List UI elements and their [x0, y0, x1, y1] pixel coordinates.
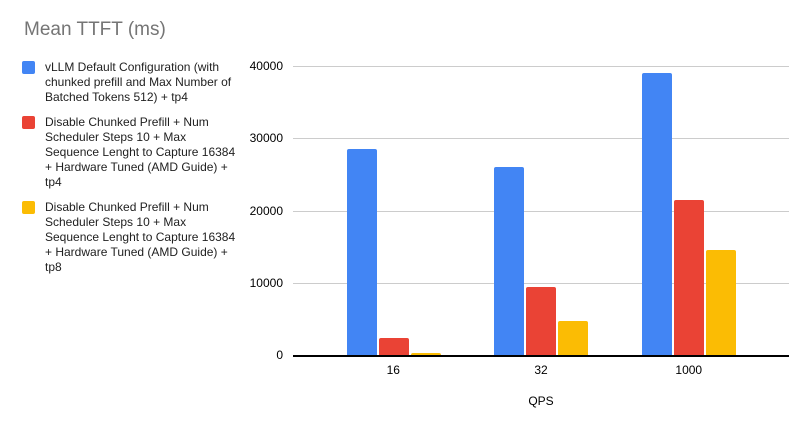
- legend-item-series-1: vLLM Default Configuration (with chunked…: [22, 60, 236, 105]
- legend-swatch-blue-icon: [22, 61, 35, 74]
- x-tick-label-1000: 1000: [675, 363, 703, 377]
- bar-group-32: [494, 66, 588, 355]
- gridline-30000: [293, 138, 789, 140]
- y-tick-label-20000: 20000: [249, 203, 283, 218]
- gridline-10000: [293, 282, 789, 284]
- bar-series-2-qps-1000: [673, 200, 704, 355]
- bar-series-2-qps-16: [378, 338, 409, 355]
- bar-series-1-qps-32: [494, 167, 524, 355]
- legend-item-series-3: Disable Chunked Prefill + Num Scheduler …: [22, 200, 236, 275]
- bar-series-2-qps-32: [526, 287, 556, 355]
- y-tick-label-0: 0: [276, 348, 283, 362]
- legend-label-series-2: Disable Chunked Prefill + Num Scheduler …: [45, 115, 236, 189]
- gridline-20000: [293, 210, 789, 212]
- bar-group-16: [346, 66, 441, 355]
- plot-area: [293, 66, 789, 357]
- legend-label-series-3: Disable Chunked Prefill + Num Scheduler …: [45, 200, 236, 274]
- x-tick-label-32: 32: [534, 363, 548, 377]
- x-axis-labels: 16 32 1000: [293, 363, 789, 377]
- y-tick-label-40000: 40000: [249, 59, 283, 73]
- legend-swatch-red-icon: [22, 116, 35, 129]
- legend-swatch-yellow-icon: [22, 201, 35, 214]
- bar-series-3-qps-1000: [705, 250, 736, 355]
- y-tick-label-10000: 10000: [249, 275, 283, 290]
- bar-series-1-qps-1000: [641, 73, 672, 355]
- x-axis-title: QPS: [528, 394, 554, 408]
- bar-series-3-qps-32: [558, 321, 588, 355]
- gridline-40000: [293, 66, 789, 67]
- legend: vLLM Default Configuration (with chunked…: [22, 60, 236, 285]
- chart-title: Mean TTFT (ms): [24, 19, 166, 40]
- bar-series-1-qps-16: [346, 149, 377, 355]
- bar-series-3-qps-16: [410, 353, 441, 355]
- bars-row: [293, 66, 789, 355]
- bar-group-1000: [641, 66, 736, 355]
- y-tick-label-30000: 30000: [249, 131, 283, 146]
- legend-label-series-1: vLLM Default Configuration (with chunked…: [45, 60, 232, 104]
- legend-item-series-2: Disable Chunked Prefill + Num Scheduler …: [22, 115, 236, 190]
- x-tick-label-16: 16: [386, 363, 400, 377]
